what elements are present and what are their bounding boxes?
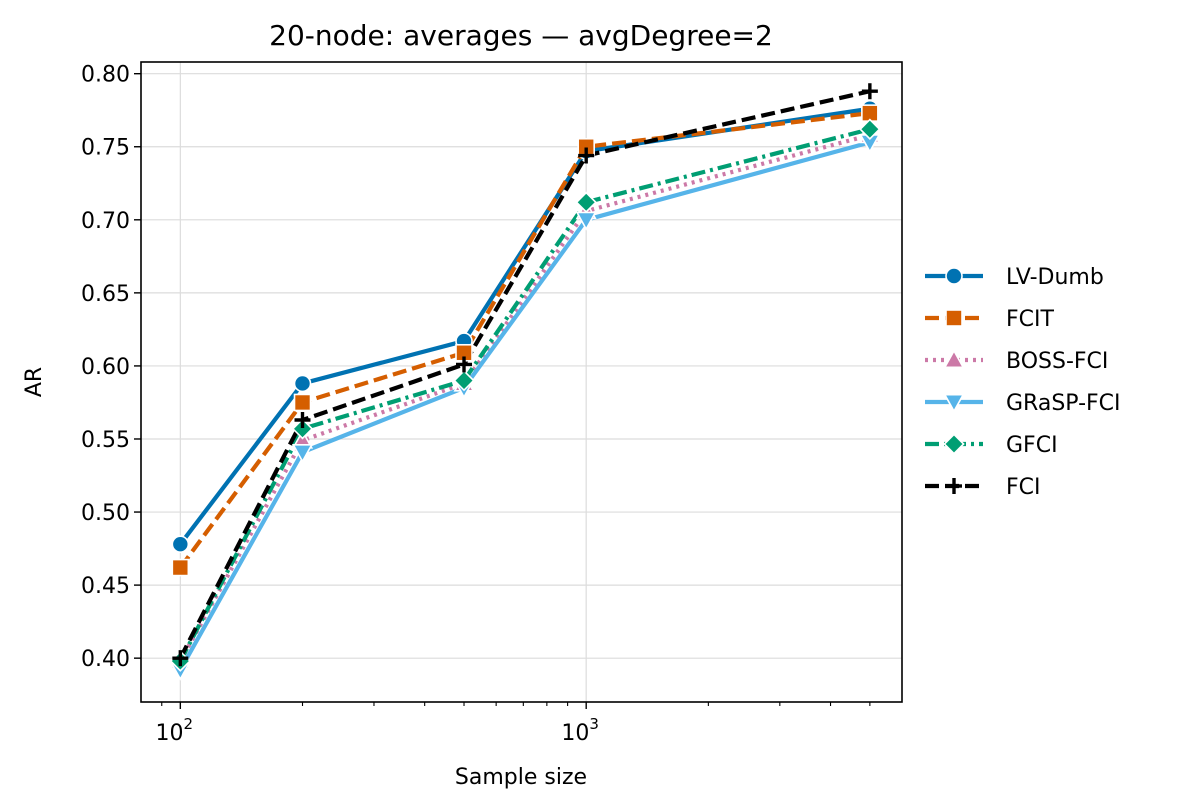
x-tick-exponent: 2 (184, 715, 194, 733)
legend[interactable]: LV-Dumb FCIT BOSS-FCI GRaSP-FCI GFCI FCI (925, 265, 1121, 500)
series-markers (169, 83, 881, 681)
data-point-gfci (453, 369, 475, 392)
x-tick-base: 10 (561, 721, 589, 746)
legend-item-gfci[interactable]: GFCI (925, 433, 1058, 458)
legend-item-boss-fci[interactable]: BOSS-FCI (925, 349, 1108, 374)
plot-frame (140, 61, 903, 703)
legend-marker (946, 478, 962, 494)
y-tick-label: 0.50 (81, 501, 130, 526)
legend-label: FCIT (1006, 307, 1055, 332)
legend-marker (943, 433, 965, 455)
y-tick-label: 0.70 (81, 209, 130, 234)
data-point-fci (172, 650, 189, 667)
data-point-lv-dumb (171, 535, 190, 553)
data-point-gfci (575, 191, 597, 214)
data-point-grasp-fci (291, 443, 314, 463)
legend-item-lv-dumb[interactable]: LV-Dumb (925, 265, 1104, 290)
y-axis-title: AR (22, 367, 47, 397)
y-axis: 0.40 0.45 0.50 0.55 0.60 0.65 0.70 0.75 0.80 (81, 63, 141, 672)
data-point-gfci (291, 418, 314, 440)
series-lines (178, 89, 871, 671)
x-axis-title: Sample size (455, 765, 587, 790)
series-line-fci (178, 89, 871, 660)
y-tick-label: 0.65 (81, 282, 130, 307)
legend-label: FCI (1006, 475, 1041, 500)
x-tick-exponent: 3 (589, 715, 599, 733)
series-line-boss-fci (178, 133, 871, 663)
y-tick-label: 0.75 (81, 136, 130, 161)
legend-item-grasp-fci[interactable]: GRaSP-FCI (925, 391, 1121, 416)
x-tick-label: 102 (156, 715, 194, 746)
data-point-fci (861, 83, 878, 100)
legend-marker (945, 309, 963, 327)
data-point-fci (456, 356, 473, 373)
grid-lines (141, 62, 902, 702)
legend-label: GFCI (1006, 433, 1058, 458)
legend-label: LV-Dumb (1006, 265, 1104, 290)
series-line-gfci (178, 127, 871, 663)
data-point-fcit (171, 558, 190, 577)
y-tick-label: 0.80 (81, 63, 130, 88)
legend-marker (943, 349, 965, 369)
x-tick-label: 103 (561, 715, 599, 746)
series-line-fcit (178, 111, 871, 569)
y-tick-label: 0.45 (81, 574, 130, 599)
data-point-fci (578, 147, 595, 164)
x-tick-base: 10 (156, 721, 184, 746)
legend-marker (945, 267, 963, 285)
legend-label: GRaSP-FCI (1006, 391, 1121, 416)
data-point-fcit (293, 393, 312, 412)
data-point-fci (294, 411, 311, 428)
legend-item-fci[interactable]: FCI (925, 475, 1041, 500)
data-point-gfci (859, 118, 881, 140)
y-tick-label: 0.40 (81, 647, 130, 672)
legend-label: BOSS-FCI (1006, 349, 1108, 374)
y-tick-label: 0.60 (81, 355, 130, 380)
data-point-lv-dumb (293, 374, 312, 393)
legend-marker (943, 393, 965, 413)
legend-item-fcit[interactable]: FCIT (925, 307, 1055, 332)
chart-title: 20-node: averages — avgDegree=2 (269, 19, 773, 52)
x-axis: 102 103 (156, 702, 871, 746)
series-line-lv-dumb (178, 106, 871, 546)
y-tick-label: 0.55 (81, 428, 130, 453)
